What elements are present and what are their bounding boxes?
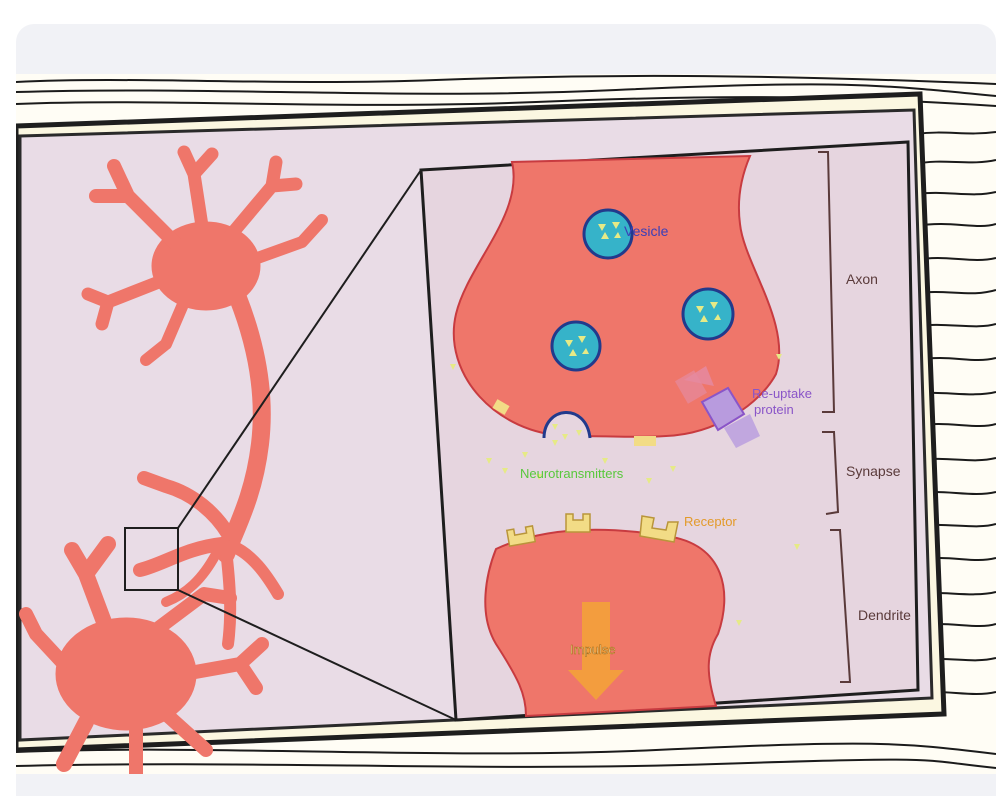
receptor-label: Receptor xyxy=(684,514,737,529)
neuron-top xyxy=(81,145,328,650)
inset-panel: Vesicle Re-uptake protein Neurotransmitt… xyxy=(419,140,920,722)
top-panel xyxy=(16,24,996,74)
membrane-channel xyxy=(634,436,656,446)
bottom-panel xyxy=(16,774,996,796)
impulse-arrow xyxy=(568,602,624,700)
membrane-channel xyxy=(492,399,510,415)
axon-label: Axon xyxy=(846,271,878,287)
axon-terminal xyxy=(452,154,781,438)
vesicle xyxy=(582,208,634,260)
vesicle xyxy=(681,287,735,341)
dendrite-label: Dendrite xyxy=(858,607,911,623)
projection-line-top xyxy=(177,169,422,529)
zoom-box xyxy=(124,527,179,591)
region-brackets xyxy=(818,151,852,683)
impulse-label: Impulse xyxy=(570,642,616,657)
receptor xyxy=(505,513,679,548)
synapse-label: Synapse xyxy=(846,463,901,479)
illustration-frame: Vesicle Re-uptake protein Neurotransmitt… xyxy=(16,74,996,774)
neurotransmitters-dots xyxy=(450,354,800,626)
synapse-diagram: Vesicle Re-uptake protein Neurotransmitt… xyxy=(16,74,996,774)
neuron-bottom xyxy=(19,536,269,774)
vesicle-label: Vesicle xyxy=(624,223,669,239)
reuptake-protein xyxy=(674,366,760,448)
neurotransmitters-label: Neurotransmitters xyxy=(520,466,624,481)
projection-line-bottom xyxy=(177,589,457,721)
reuptake-label-line2: protein xyxy=(754,402,794,417)
reuptake-label-line1: Re-uptake xyxy=(752,386,812,401)
vesicle xyxy=(550,320,602,372)
